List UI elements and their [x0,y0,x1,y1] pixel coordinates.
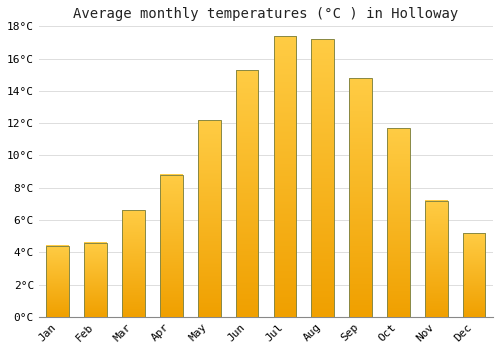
Bar [122,210,145,317]
Bar [160,175,182,317]
Bar [387,128,410,317]
Title: Average monthly temperatures (°C ) in Holloway: Average monthly temperatures (°C ) in Ho… [74,7,458,21]
Bar [198,120,220,317]
Bar [274,36,296,317]
Bar [425,201,448,317]
Bar [463,233,485,317]
Bar [236,70,258,317]
Bar [46,246,69,317]
Bar [349,78,372,317]
Bar [312,39,334,317]
Bar [84,243,107,317]
